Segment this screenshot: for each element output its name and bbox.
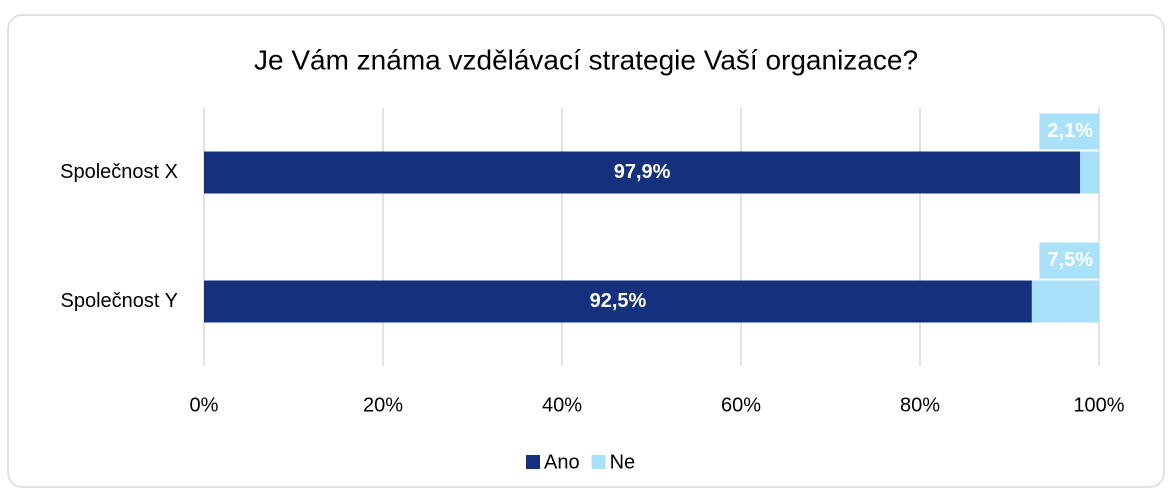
bar-segment: [204, 151, 1081, 194]
x-tick-label: 40%: [542, 394, 582, 416]
legend-label: Ano: [544, 451, 580, 473]
legend-label: Ne: [610, 451, 636, 473]
x-tick-label: 80%: [900, 394, 940, 416]
data-label-box: [1039, 113, 1100, 150]
bar-segment: [204, 280, 1032, 323]
data-label-box: [1039, 242, 1100, 279]
data-label: 2,1%: [1047, 120, 1093, 142]
data-label: 92,5%: [590, 290, 647, 312]
legend-swatch: [591, 455, 606, 469]
bar-segment: [1080, 151, 1099, 194]
y-tick-label: Společnost X: [60, 161, 178, 183]
x-tick-label: 20%: [363, 394, 403, 416]
bar-segment: [1031, 280, 1099, 323]
legend-swatch: [526, 455, 540, 469]
x-tick-label: 100%: [1073, 394, 1124, 416]
chart-title: Je Vám známa vzdělávací strategie Vaší o…: [254, 44, 918, 75]
y-tick-label: Společnost Y: [61, 290, 179, 312]
data-label: 7,5%: [1047, 249, 1093, 271]
data-label: 97,9%: [614, 161, 671, 183]
x-tick-label: 0%: [190, 394, 219, 416]
x-tick-label: 60%: [721, 394, 761, 416]
chart-frame: [7, 14, 1165, 488]
